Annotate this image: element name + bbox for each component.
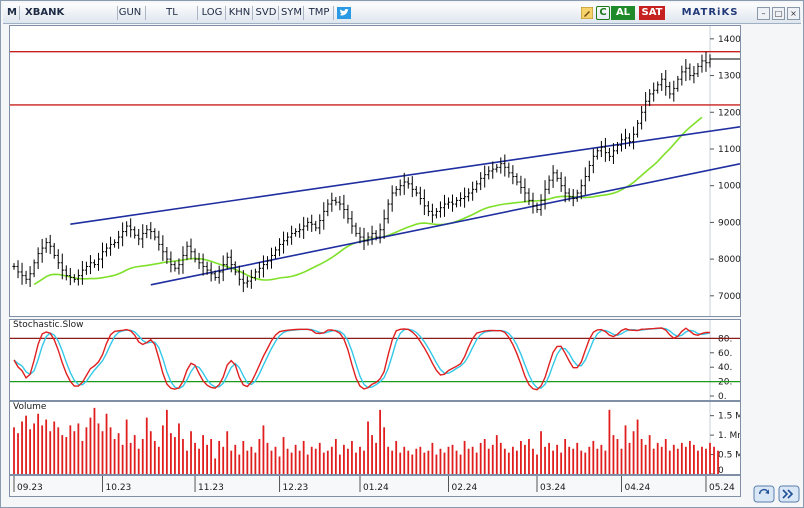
stochastic-panel[interactable]: 80. 60. 40. 20. 0. Stochastic.Slow xyxy=(9,319,741,402)
volume-chart: 1.5 Mr 1. Mr 0.5 Mr 0 xyxy=(13,402,747,476)
navigation-controls[interactable] xyxy=(753,485,801,503)
stoch-tick-label: 80. xyxy=(718,334,732,344)
date-axis-panel[interactable]: 09.23 10.23 11.23 12.23 01.24 02.24 03.24 04.24… xyxy=(9,475,741,497)
y-tick-label: 8000. xyxy=(718,255,740,265)
stoch-d-line xyxy=(13,327,711,390)
date-tick-label: 04.24 xyxy=(624,483,650,493)
date-axis: 09.23 10.23 11.23 12.23 01.24 02.24 03.24 04.24… xyxy=(13,476,735,493)
toolbar: M XBANK GUN TL LOG KHN SVD SYM TMP C AL … xyxy=(3,3,801,24)
date-tick-label: 12.23 xyxy=(283,483,309,493)
date-tick-label: 09.23 xyxy=(17,483,43,493)
y-tick-label: 10000. xyxy=(718,182,740,192)
price-chart: 14000. 13000. 12000. 11000. 10000. 9000. 8000.… xyxy=(10,26,750,316)
sym-button[interactable]: SYM xyxy=(280,6,304,20)
stochastic-title: Stochastic.Slow xyxy=(13,320,84,330)
date-tick-label: 11.23 xyxy=(198,483,224,493)
volume-title: Volume xyxy=(13,402,47,412)
y-tick-label: 14000. xyxy=(718,35,740,45)
y-tick-label: 11000. xyxy=(718,145,740,155)
channel-upper-line xyxy=(70,126,741,226)
close-button[interactable]: × xyxy=(787,7,800,20)
volume-panel[interactable]: 1.5 Mr 1. Mr 0.5 Mr 0 Volume xyxy=(9,401,747,476)
period-button[interactable]: GUN xyxy=(115,6,146,20)
y-tick-label: 12000. xyxy=(718,108,740,118)
sell-button[interactable]: SAT xyxy=(639,6,665,20)
maximize-icon: □ xyxy=(774,9,783,18)
twitter-icon[interactable] xyxy=(337,7,351,19)
price-chart-panel[interactable]: 14000. 13000. 12000. 11000. 10000. 9000. 8000.… xyxy=(9,25,750,317)
minimize-button[interactable]: – xyxy=(757,7,770,20)
currency-button[interactable]: TL xyxy=(147,6,198,20)
double-chevron-right-icon xyxy=(782,489,794,499)
maximize-button[interactable]: □ xyxy=(772,7,785,20)
c-button[interactable]: C xyxy=(596,6,610,20)
volume-tick-label: 1.5 Mr xyxy=(718,412,740,422)
y-tick-label: 13000. xyxy=(718,72,740,82)
y-tick-label: 7000. xyxy=(718,292,740,302)
stoch-tick-label: 40. xyxy=(718,363,732,373)
scroll-end-button[interactable] xyxy=(778,485,800,503)
svd-button[interactable]: SVD xyxy=(254,6,279,20)
menu-m-button[interactable]: M xyxy=(5,6,20,20)
date-tick-label: 01.24 xyxy=(363,483,389,493)
y-tick-label: 9000. xyxy=(718,218,740,228)
channel-lower-line xyxy=(150,163,741,286)
stoch-tick-label: 0. xyxy=(718,392,727,400)
close-icon: × xyxy=(790,9,797,18)
buy-button[interactable]: AL xyxy=(611,6,635,20)
volume-tick-label: 0.5 Mr xyxy=(718,451,740,461)
minimize-icon: – xyxy=(761,9,766,18)
stochastic-chart: 80. 60. 40. 20. 0. xyxy=(10,320,740,402)
tmp-button[interactable]: TMP xyxy=(305,6,334,20)
brand-logo: MATRiKS xyxy=(681,7,739,18)
pencil-icon[interactable] xyxy=(581,7,593,19)
sync-icon xyxy=(759,489,769,494)
stoch-k-line xyxy=(13,327,710,391)
sync-button[interactable] xyxy=(753,485,775,503)
khn-button[interactable]: KHN xyxy=(227,6,253,20)
volume-tick-label: 1. Mr xyxy=(718,431,740,441)
log-button[interactable]: LOG xyxy=(199,6,226,20)
date-tick-label: 03.24 xyxy=(540,483,566,493)
symbol-selector[interactable]: XBANK xyxy=(21,6,118,20)
date-tick-label: 02.24 xyxy=(451,483,477,493)
date-tick-label: 05.24 xyxy=(709,483,735,493)
volume-tick-label: 0 xyxy=(718,466,724,474)
date-tick-label: 10.23 xyxy=(106,483,132,493)
stoch-tick-label: 60. xyxy=(718,349,732,359)
stoch-tick-label: 20. xyxy=(718,378,732,388)
